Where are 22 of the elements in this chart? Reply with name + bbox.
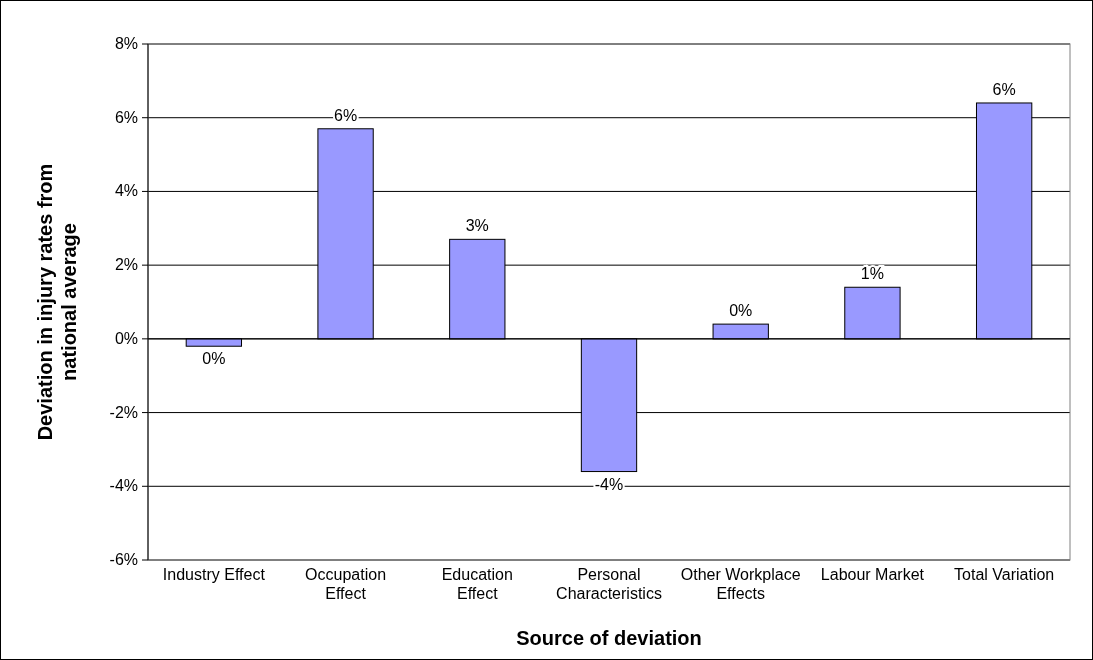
x-tick-label: Education Effect	[441, 566, 513, 602]
y-tick-label: -2%	[109, 403, 138, 421]
y-axis-title: Deviation in injury rates from national average	[34, 163, 80, 441]
x-axis-title: Source of deviation	[516, 627, 702, 649]
data-label: 0%	[202, 350, 226, 368]
y-tick-label: 4%	[114, 182, 138, 200]
y-tick-label: -6%	[109, 551, 138, 568]
x-tick-label: Industry Effect	[162, 566, 266, 583]
data-label: 1%	[860, 265, 884, 283]
x-tick-label: Personal Characteristics	[556, 566, 662, 602]
y-tick-label: 8%	[114, 35, 138, 52]
data-label: 6%	[992, 80, 1016, 98]
x-tick-label: Total Variation	[954, 566, 1055, 583]
y-tick-label: 6%	[114, 108, 138, 126]
x-tick-label: Occupation Effect	[305, 566, 387, 602]
x-tick-label: Labour Market	[820, 566, 925, 583]
y-tick-label: 2%	[114, 256, 138, 274]
x-tick-label: Other Workplace Effects	[680, 566, 801, 602]
y-tick-label: -4%	[109, 477, 138, 495]
y-tick-label: 0%	[114, 329, 138, 347]
data-label: 0%	[729, 302, 753, 320]
data-label: 3%	[465, 217, 489, 235]
